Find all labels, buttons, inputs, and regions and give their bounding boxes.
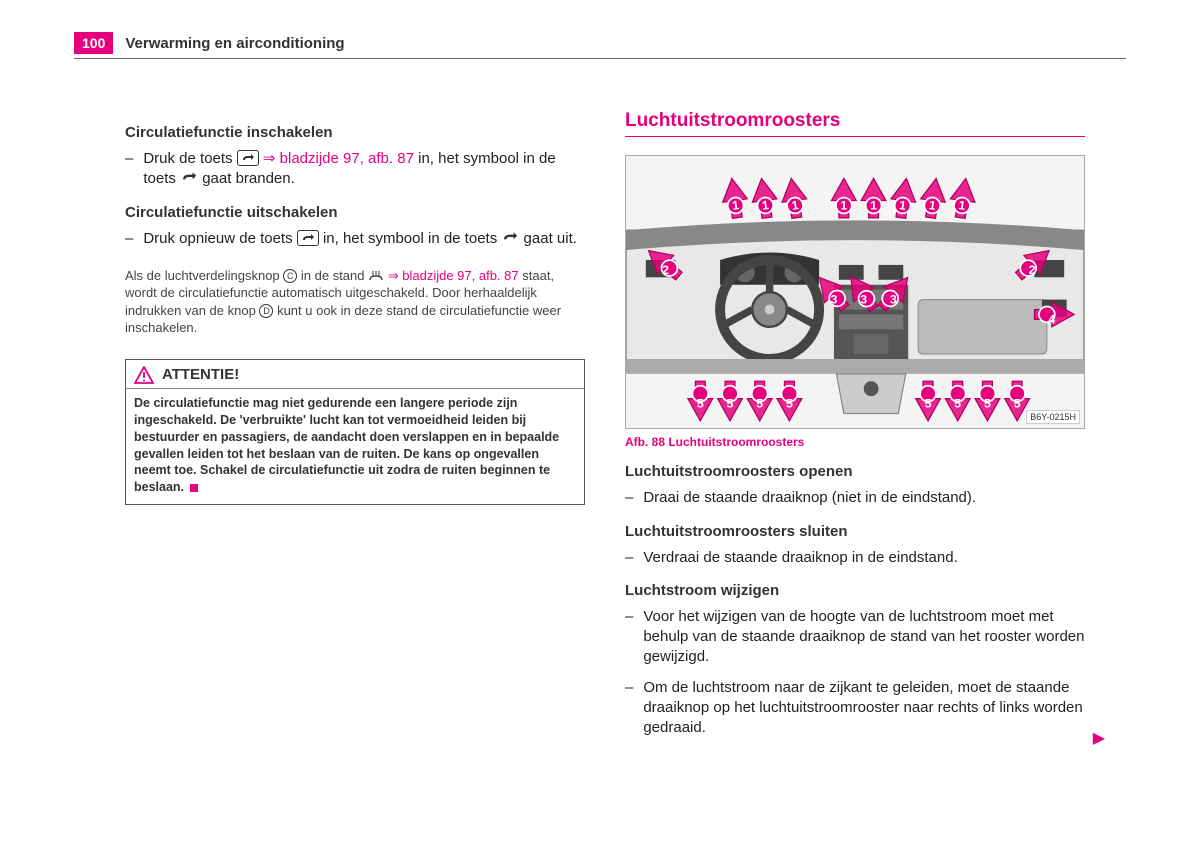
- svg-text:5: 5: [727, 397, 734, 411]
- svg-text:5: 5: [954, 397, 961, 411]
- svg-text:4: 4: [1048, 312, 1055, 326]
- text-fragment: Als de luchtverdelingsknop: [125, 268, 283, 283]
- paragraph-note: Als de luchtverdelingsknop C in de stand…: [125, 267, 585, 337]
- page-number-box: 100: [74, 32, 113, 54]
- page-section-title: Verwarming en airconditioning: [125, 35, 344, 52]
- left-column: Circulatiefunctie inschakelen – Druk de …: [125, 110, 585, 748]
- dash-icon: –: [625, 678, 633, 739]
- svg-text:5: 5: [697, 397, 704, 411]
- text-fragment: in, het symbool in de toets: [323, 230, 501, 247]
- knob-c-icon: C: [283, 269, 297, 283]
- recirculate-symbol-icon: [501, 231, 519, 243]
- content-columns: Circulatiefunctie inschakelen – Druk de …: [125, 110, 1085, 748]
- warning-title: ATTENTIE!: [162, 366, 239, 383]
- recirculate-button-icon: [297, 230, 319, 246]
- svg-text:3: 3: [860, 293, 867, 307]
- bullet-enable: – Druk de toets ⇒ bladzijde 97, afb. 87 …: [125, 149, 585, 190]
- svg-text:5: 5: [786, 397, 793, 411]
- knob-d-icon: D: [259, 304, 273, 318]
- bullet-disable-text: Druk opnieuw de toets in, het symbool in…: [143, 229, 577, 249]
- text-fragment: Druk opnieuw de toets: [143, 230, 296, 247]
- svg-text:3: 3: [890, 293, 897, 307]
- dash-icon: –: [625, 488, 633, 508]
- page-ref-link[interactable]: bladzijde 97, afb. 87: [402, 268, 518, 283]
- subhead-enable: Circulatiefunctie inschakelen: [125, 124, 585, 141]
- arrow-icon: ⇒: [263, 150, 280, 167]
- svg-text:3: 3: [831, 293, 838, 307]
- subhead-disable: Circulatiefunctie uitschakelen: [125, 204, 585, 221]
- svg-text:5: 5: [984, 397, 991, 411]
- recirculate-symbol-icon: [180, 171, 198, 183]
- main-heading: Luchtuitstroomroosters: [625, 110, 1085, 137]
- svg-text:2: 2: [662, 263, 669, 277]
- continue-arrow-icon: ▶: [1093, 728, 1105, 748]
- warning-header: ATTENTIE!: [126, 360, 584, 389]
- svg-text:5: 5: [925, 397, 932, 411]
- bullet-change-1: – Voor het wijzigen van de hoogte van de…: [625, 607, 1085, 668]
- bullet-open-text: Draai de staande draaiknop (niet in de e…: [643, 488, 976, 508]
- defrost-icon: [368, 270, 384, 282]
- warning-text: De circulatiefunctie mag niet gedurende …: [134, 396, 559, 494]
- end-square-icon: [190, 484, 198, 492]
- bullet-close-text: Verdraai de staande draaiknop in de eind…: [643, 548, 957, 568]
- arrow-icon: ⇒: [388, 268, 403, 283]
- subhead-close: Luchtuitstroomroosters sluiten: [625, 523, 1085, 540]
- warning-triangle-icon: [134, 366, 154, 384]
- text-fragment: Druk de toets: [143, 150, 236, 167]
- dash-icon: –: [625, 548, 633, 568]
- bullet-open: – Draai de staande draaiknop (niet in de…: [625, 488, 1085, 508]
- dash-icon: –: [625, 607, 633, 668]
- text-fragment: in de stand: [301, 268, 368, 283]
- page-ref-link[interactable]: bladzijde 97, afb. 87: [280, 150, 414, 167]
- recirculate-button-icon: [237, 150, 259, 166]
- text-fragment: gaat uit.: [524, 230, 577, 247]
- bullet-close: – Verdraai de staande draaiknop in de ei…: [625, 548, 1085, 568]
- bullet-change-2-text: Om de luchtstroom naar de zijkant te gel…: [643, 678, 1085, 739]
- figure-dashboard: 1111111122433355555555 B6Y-0215H: [625, 155, 1085, 429]
- svg-text:5: 5: [1014, 397, 1021, 411]
- bullet-change-1-text: Voor het wijzigen van de hoogte van de l…: [643, 607, 1085, 668]
- svg-text:5: 5: [756, 397, 763, 411]
- svg-text:2: 2: [1029, 263, 1036, 277]
- svg-text:1: 1: [870, 199, 877, 213]
- right-column: Luchtuitstroomroosters: [625, 110, 1085, 748]
- dash-icon: –: [125, 149, 133, 190]
- subhead-open: Luchtuitstroomroosters openen: [625, 463, 1085, 480]
- figure-id-tag: B6Y-0215H: [1026, 410, 1080, 424]
- bullet-disable: – Druk opnieuw de toets in, het symbool …: [125, 229, 585, 249]
- figure-caption: Afb. 88 Luchtuitstroomroosters: [625, 435, 1085, 449]
- svg-text:1: 1: [840, 199, 847, 213]
- warning-box: ATTENTIE! De circulatiefunctie mag niet …: [125, 359, 585, 505]
- bullet-change-2: – Om de luchtstroom naar de zijkant te g…: [625, 678, 1085, 739]
- text-fragment: gaat branden.: [202, 170, 295, 187]
- warning-body: De circulatiefunctie mag niet gedurende …: [126, 389, 584, 504]
- page-header: 100 Verwarming en airconditioning: [74, 32, 1126, 59]
- bullet-enable-text: Druk de toets ⇒ bladzijde 97, afb. 87 in…: [143, 149, 585, 190]
- subhead-change: Luchtstroom wijzigen: [625, 582, 1085, 599]
- dash-icon: –: [125, 229, 133, 249]
